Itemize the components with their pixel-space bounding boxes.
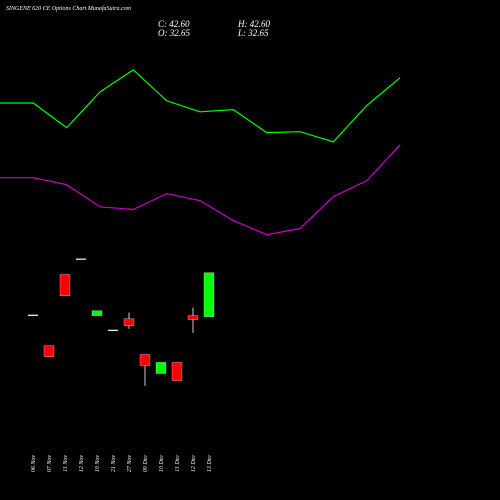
candle-body bbox=[155, 362, 167, 374]
x-tick-label: 06 Nov bbox=[31, 455, 37, 473]
x-tick-label: 12 Dec bbox=[191, 455, 197, 472]
x-tick-label: 10 Dec bbox=[159, 455, 165, 472]
summary-close: C: 42.60 bbox=[158, 19, 190, 29]
candle-body bbox=[108, 329, 118, 331]
x-tick-label: 11 Dec bbox=[175, 455, 181, 472]
candle-body bbox=[43, 345, 55, 357]
x-tick-label: 09 Dec bbox=[143, 455, 149, 472]
candle-body bbox=[171, 362, 183, 381]
chart-title: SINGENE 620 CE Options Chart MunafaSutra… bbox=[6, 5, 132, 12]
x-tick-label: 27 Nov bbox=[127, 455, 133, 473]
x-tick-label: 12 Nov bbox=[79, 455, 85, 473]
indicator-line bbox=[0, 144, 401, 236]
candle-body bbox=[139, 354, 151, 366]
candle-body bbox=[28, 314, 38, 316]
x-tick-label: 07 Nov bbox=[47, 455, 53, 473]
x-tick-label: 19 Nov bbox=[95, 455, 101, 473]
summary-open: O: 32.65 bbox=[158, 28, 190, 38]
summary-high: H: 42.60 bbox=[237, 19, 270, 29]
candle-body bbox=[123, 318, 135, 326]
candle-body bbox=[203, 272, 215, 317]
summary-low: L: 32.65 bbox=[237, 28, 269, 38]
candle-body bbox=[59, 274, 71, 296]
indicator-line bbox=[0, 69, 401, 143]
candle-body bbox=[91, 310, 103, 316]
candle-body bbox=[187, 315, 199, 320]
x-tick-label: 13 Dec bbox=[207, 455, 213, 472]
x-tick-label: 21 Nov bbox=[111, 455, 117, 473]
x-tick-label: 11 Nov bbox=[63, 455, 69, 472]
candle-body bbox=[76, 258, 86, 260]
